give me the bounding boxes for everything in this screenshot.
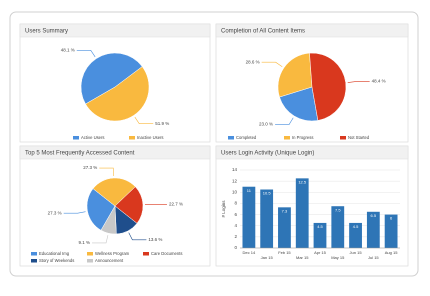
- legend-label: Announcement: [95, 258, 124, 263]
- bar-value-label: 12.5: [298, 179, 307, 184]
- pie-value-label: 51.9 %: [155, 121, 169, 126]
- pie-value-label: 27.3 %: [48, 210, 62, 215]
- legend-label: Wellness Program: [95, 251, 130, 256]
- legend-label: Not Started: [348, 135, 370, 140]
- legend-swatch: [87, 252, 93, 256]
- x-tick-label: Feb 15: [278, 250, 291, 255]
- pie-value-label: 48.1 %: [61, 47, 75, 52]
- x-tick-label: Jul 15: [368, 255, 379, 260]
- bar-value-label: 7.5: [335, 207, 341, 212]
- panel-title: Users Login Activity (Unique Login): [221, 151, 314, 157]
- legend-swatch: [87, 259, 93, 263]
- legend-label: Care Documents: [151, 251, 182, 256]
- x-tick-label: Apr 15: [314, 250, 327, 255]
- panel-title: Completion of All Content Items: [221, 29, 305, 35]
- bar: [278, 207, 291, 248]
- bar-value-label: 7.3: [282, 208, 288, 213]
- legend-swatch: [31, 259, 37, 263]
- pie-value-label: 22.7 %: [169, 201, 183, 206]
- y-tick-label: 10: [232, 189, 238, 194]
- panel-title: Users Summary: [25, 29, 68, 35]
- bar: [242, 187, 255, 248]
- bar-value-label: 6.5: [371, 213, 377, 218]
- bar: [296, 178, 309, 248]
- pie-value-label: 23.0 %: [259, 122, 273, 127]
- legend-label: Educational Img: [39, 251, 70, 256]
- legend-label: Completed: [236, 135, 257, 140]
- bar: [331, 206, 344, 248]
- pie-value-label: 27.3 %: [83, 165, 97, 170]
- x-tick-label: Jan 15: [261, 255, 274, 260]
- pie-value-label: 9.1 %: [79, 240, 91, 245]
- legend-label: In Progress: [292, 135, 313, 140]
- x-tick-label: Aug 15: [385, 250, 398, 255]
- legend-label: Active Users: [81, 135, 105, 140]
- pie-value-label: 28.6 %: [246, 59, 260, 64]
- y-axis-title: # Logins: [221, 200, 226, 218]
- legend-label: Story of Weekends: [39, 258, 74, 263]
- legend-label: Inactive Users: [137, 135, 164, 140]
- legend-swatch: [31, 252, 37, 256]
- legend-swatch: [129, 136, 135, 140]
- legend-swatch: [73, 136, 79, 140]
- bar: [260, 190, 273, 249]
- legend-swatch: [143, 252, 149, 256]
- bar-value-label: 4.5: [353, 224, 359, 229]
- panel-title: Top 5 Most Frequently Accessed Content: [25, 151, 135, 157]
- bar-value-label: 10.5: [263, 191, 272, 196]
- pie-value-label: 13.6 %: [148, 237, 162, 242]
- legend-swatch: [284, 136, 290, 140]
- legend-swatch: [340, 136, 346, 140]
- y-tick-label: 14: [232, 167, 238, 172]
- legend-swatch: [228, 136, 234, 140]
- x-tick-label: Dec 14: [243, 250, 256, 255]
- bar-value-label: 4.5: [317, 224, 323, 229]
- pie-value-label: 48.4 %: [372, 79, 386, 84]
- x-tick-label: Mar 15: [296, 255, 309, 260]
- x-tick-label: May 15: [331, 255, 345, 260]
- y-tick-label: 12: [232, 178, 238, 183]
- x-tick-label: Jun 15: [350, 250, 363, 255]
